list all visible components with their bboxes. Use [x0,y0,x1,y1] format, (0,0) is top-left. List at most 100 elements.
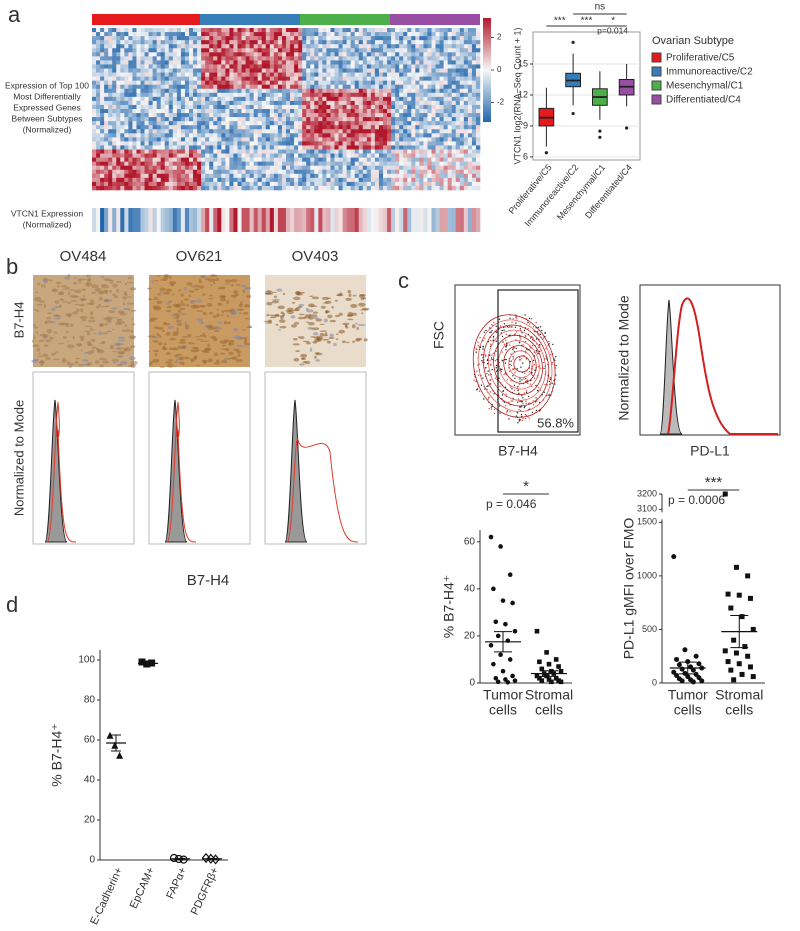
heatmap-cell [92,84,97,90]
heatmap-cell [176,52,182,57]
heatmap-cell [354,84,360,90]
heatmap-cell [354,173,360,179]
heatmap-cell [176,28,182,33]
ihc-texture [242,329,247,331]
p-value: p=0.014 [597,25,628,35]
heatmap-cell [370,145,376,150]
heatmap-cell [108,88,113,94]
heatmap-cell [318,129,323,134]
heatmap-cell [253,28,259,33]
ihc-texture [305,321,310,323]
heatmap-cell [411,80,416,85]
heatmap-cell [112,129,117,134]
heatmap-cell [217,104,222,110]
heatmap-cell [451,68,457,73]
ihc-texture [301,358,305,360]
legend-swatch [651,52,662,63]
heatmap-cell [156,145,162,150]
heatmap-cell [310,36,315,41]
heatmap-cell [419,64,424,69]
heatmap-cell [241,157,246,162]
heatmap-cell [427,177,432,183]
heatmap-cell [257,157,263,162]
heatmap-cell [160,32,166,37]
heatmap-cell [294,44,299,49]
heatmap-cell [346,133,351,138]
heatmap-cell [354,181,360,187]
event-dot [491,330,493,332]
heatmap-cell [225,52,230,57]
heatmap-cell [229,129,234,134]
heatmap-cell [326,157,331,162]
heatmap-cell [306,64,311,69]
heatmap-cell [261,76,267,81]
heatmap-cell [338,185,343,191]
heatmap-cell [245,161,250,166]
heatmap-cell [302,173,307,179]
heatmap-cell [370,129,376,134]
heatmap-cell [318,88,323,94]
heatmap-cell [451,88,457,94]
heatmap-cell [140,76,145,81]
heatmap-cell [310,92,315,98]
ihc-texture [201,350,208,352]
ihc-texture [66,340,71,342]
heatmap-cell [427,84,432,90]
ihc-texture [175,353,182,356]
heatmap-cell [427,44,432,49]
heatmap-cell [277,48,283,53]
heatmap-cell [253,56,259,61]
heatmap-cell [209,153,214,158]
heatmap-cell [144,48,149,53]
heatmap-cell [467,109,473,114]
ihc-texture [202,332,206,335]
heatmap-cell [249,141,254,146]
heatmap-cell [427,56,432,61]
heatmap-cell [197,28,202,33]
heatmap-cell [164,185,170,191]
heatmap-cell [286,84,291,90]
heatmap-cell [427,40,432,45]
heatmap-cell [395,137,400,142]
heatmap-cell [415,104,420,110]
heatmap-cell [383,169,388,175]
heatmap-cell [423,157,428,162]
heatmap-cell [225,32,230,37]
heatmap-cell [140,56,145,61]
event-dot [518,409,520,411]
heatmap-cell [257,133,263,138]
heatmap-cell [172,100,178,106]
heatmap-cell [116,76,121,81]
vtcn1-strip [467,208,473,232]
heatmap-cell [197,64,202,69]
heatmap-cell [132,113,137,118]
heatmap-cell [455,185,461,191]
heatmap-cell [431,169,436,175]
ihc-texture [159,366,165,368]
ihc-texture [126,302,135,305]
heatmap-cell [338,133,343,138]
heatmap-cell [229,173,234,179]
ihc-texture [315,318,323,322]
heatmap-cell [346,177,351,183]
heatmap-cell [314,44,319,49]
heatmap-cell [233,133,238,138]
heatmap-cell [197,125,202,130]
heatmap-cell [144,28,149,33]
heatmap-cell [168,133,174,138]
heatmap-cell [180,129,186,134]
heatmap-cell [374,173,380,179]
heatmap-cell [362,64,368,69]
heatmap-cell [350,68,356,73]
heatmap-cell [132,125,137,130]
heatmap-cell [245,185,250,191]
heatmap-cell [383,96,388,102]
event-dot [503,323,506,325]
heatmap-cell [350,92,356,98]
heatmap-cell [427,149,432,154]
heatmap-cell [265,109,271,114]
heatmap-cell [439,145,444,150]
heatmap-cell [378,96,384,102]
heatmap-cell [229,48,234,53]
heatmap-cell [193,40,198,45]
